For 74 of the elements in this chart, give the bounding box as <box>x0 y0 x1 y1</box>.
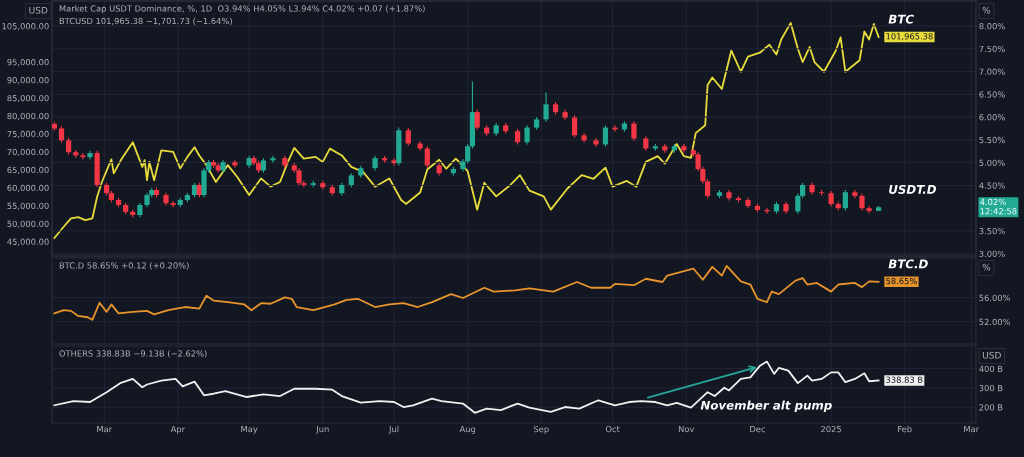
y2-axis-title: % <box>982 6 991 14</box>
data-label: 101,965.38 <box>886 33 933 41</box>
candlestick <box>704 178 711 199</box>
series-label: USDT.D <box>889 184 937 194</box>
candlestick <box>581 132 587 144</box>
y-axis-title: % <box>982 263 991 271</box>
candlestick <box>232 159 238 169</box>
x-tick-label: 2025 <box>821 425 841 433</box>
candlestick <box>474 109 480 131</box>
candlestick <box>424 145 430 169</box>
candlestick <box>842 189 848 212</box>
y-tick-label: 56.00% <box>979 294 1011 301</box>
annotation: BTC.D 58.65% +0.12 (+0.20%) <box>59 262 189 270</box>
series-label: BTC <box>888 14 914 24</box>
y-tick-label: 75,000.00 <box>7 130 49 139</box>
x-tick-label: Jun <box>315 426 329 434</box>
x-tick-label: Dec <box>750 426 766 433</box>
y2-tick-label: 5.00% <box>979 159 1005 166</box>
y2-tick-label: 4.50% <box>979 182 1005 189</box>
y-tick-label: 105,000.00 <box>2 23 49 31</box>
candlestick <box>631 120 637 142</box>
y-tick-label: 70,000.00 <box>7 148 49 156</box>
x-tick-label: Mar <box>964 426 980 433</box>
annotation: Market Cap USDT Dominance, %, 1D O3.94% H4.05% L3.94% C4.02% +0.07 (+1.87%) <box>59 5 425 14</box>
y-tick-label: 65,000.00 <box>7 166 49 174</box>
x-tick-label: Aug <box>459 426 476 434</box>
y-axis-title: USD <box>29 6 48 14</box>
candlestick <box>270 155 276 164</box>
candlestick <box>593 137 599 148</box>
x-tick-label: Sep <box>534 425 549 434</box>
annotation: BTCUSD 101,965.38 −1,701.73 (−1.64%) <box>59 17 232 26</box>
y-tick-label: 50,000.00 <box>7 220 49 228</box>
series-label: BTC.D <box>888 259 928 269</box>
data-label: 338.83 B <box>886 376 923 383</box>
y-tick-label: 55,000.00 <box>7 202 49 210</box>
y2-tick-label: 3.50% <box>979 227 1005 235</box>
x-tick-label: Jul <box>388 425 399 434</box>
text: 4.02% 12:42:58 <box>980 198 1017 215</box>
y2-tick-label: 8.00% <box>979 23 1005 30</box>
annotation: OTHERS 338.83B −9.13B (−2.62%) <box>59 350 207 358</box>
candlestick <box>80 152 86 161</box>
x-tick-label: Mar <box>97 426 113 433</box>
x-tick-label: Oct <box>605 425 620 433</box>
y-tick-label: 60,000.00 <box>7 184 49 192</box>
y2-tick-label: 5.50% <box>979 136 1005 144</box>
y2-tick-label: 7.00% <box>979 68 1005 75</box>
y-tick-label: 400 B <box>979 365 1003 372</box>
y-tick-label: 45,000.00 <box>7 238 49 246</box>
y2-tick-label: 6.50% <box>979 91 1005 98</box>
y-tick-label: 95,000.00 <box>7 59 49 67</box>
y-tick-label: 90,000.00 <box>7 77 49 85</box>
candlestick <box>866 205 872 214</box>
candlestick <box>602 124 609 148</box>
x-tick-label: Apr <box>170 426 186 434</box>
y-tick-label: 200 B <box>979 404 1003 411</box>
x-tick-label: Nov <box>678 426 695 433</box>
candlestick <box>543 91 549 123</box>
x-tick-label: May <box>241 426 258 434</box>
candlestick <box>391 157 397 166</box>
data-label: 58.65% <box>886 277 917 285</box>
y2-tick-label: 3.00% <box>979 250 1005 258</box>
y-tick-label: 300 B <box>979 384 1003 392</box>
y2-tick-label: 7.50% <box>979 45 1005 53</box>
candlestick <box>571 114 578 139</box>
y-tick-label: 80,000.00 <box>7 112 49 121</box>
line-series <box>53 360 880 414</box>
y2-tick-label: 6.00% <box>979 114 1005 121</box>
candlestick <box>170 200 176 208</box>
y-axis-title: USD <box>982 351 1001 359</box>
x-tick-label: Feb <box>898 425 912 433</box>
y-tick-label: 85,000.00 <box>7 94 49 103</box>
y-tick-label: 52.00% <box>979 318 1011 326</box>
candlestick <box>524 124 530 145</box>
annotation: November alt pump <box>700 400 832 412</box>
